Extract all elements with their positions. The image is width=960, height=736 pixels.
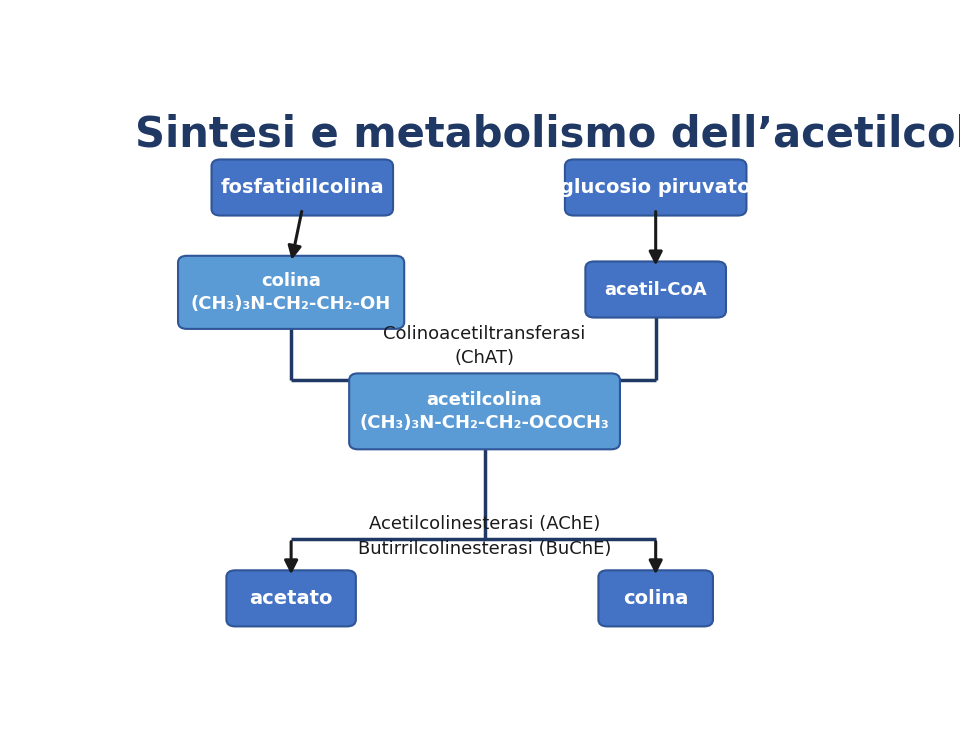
Text: glucosio piruvato: glucosio piruvato xyxy=(561,178,751,197)
Text: fosfatidilcolina: fosfatidilcolina xyxy=(221,178,384,197)
FancyBboxPatch shape xyxy=(586,261,726,317)
Text: acetil-CoA: acetil-CoA xyxy=(605,280,707,299)
Text: Sintesi e metabolismo dell’acetilcolina: Sintesi e metabolismo dell’acetilcolina xyxy=(134,114,960,156)
Text: Acetilcolinesterasi (AChE)
Butirrilcolinesterasi (BuChE): Acetilcolinesterasi (AChE) Butirrilcolin… xyxy=(358,514,612,558)
Text: acetilcolina
(CH₃)₃N-CH₂-CH₂-OCOCH₃: acetilcolina (CH₃)₃N-CH₂-CH₂-OCOCH₃ xyxy=(360,391,610,432)
FancyBboxPatch shape xyxy=(598,570,713,626)
Text: acetato: acetato xyxy=(250,589,333,608)
FancyBboxPatch shape xyxy=(349,373,620,449)
Text: Colinoacetiltransferasi
(ChAT): Colinoacetiltransferasi (ChAT) xyxy=(383,325,586,367)
FancyBboxPatch shape xyxy=(227,570,356,626)
FancyBboxPatch shape xyxy=(178,256,404,329)
FancyBboxPatch shape xyxy=(211,160,393,216)
FancyBboxPatch shape xyxy=(564,160,747,216)
Text: colina: colina xyxy=(623,589,688,608)
Text: colina
(CH₃)₃N-CH₂-CH₂-OH: colina (CH₃)₃N-CH₂-CH₂-OH xyxy=(191,272,392,313)
